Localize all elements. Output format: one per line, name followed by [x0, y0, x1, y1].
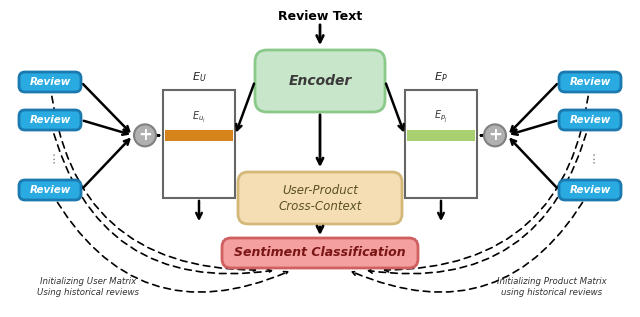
FancyBboxPatch shape — [19, 180, 81, 200]
Text: +: + — [488, 126, 502, 144]
Text: Review: Review — [570, 185, 611, 195]
FancyBboxPatch shape — [559, 110, 621, 130]
Text: Using historical reviews: Using historical reviews — [37, 288, 139, 297]
Bar — [165, 130, 233, 141]
Text: ...: ... — [583, 149, 597, 163]
Bar — [407, 130, 475, 141]
Text: Sentiment Classification: Sentiment Classification — [234, 247, 406, 260]
Text: +: + — [138, 126, 152, 144]
FancyBboxPatch shape — [19, 72, 81, 92]
Circle shape — [484, 124, 506, 146]
Text: $E_U$: $E_U$ — [192, 70, 206, 84]
Text: User-Product: User-Product — [282, 184, 358, 197]
Circle shape — [134, 124, 156, 146]
Text: $E_{p_j}$: $E_{p_j}$ — [434, 109, 448, 125]
FancyBboxPatch shape — [19, 110, 81, 130]
Text: $E_{u_i}$: $E_{u_i}$ — [192, 109, 206, 125]
FancyBboxPatch shape — [559, 72, 621, 92]
Text: Review: Review — [570, 77, 611, 87]
Text: Encoder: Encoder — [289, 74, 351, 88]
Text: ...: ... — [43, 149, 57, 163]
FancyBboxPatch shape — [559, 180, 621, 200]
Text: Review Text: Review Text — [278, 10, 362, 23]
Text: Initializing Product Matrix: Initializing Product Matrix — [497, 277, 607, 286]
Text: Review: Review — [29, 185, 70, 195]
Text: Review: Review — [570, 115, 611, 125]
Text: $E_P$: $E_P$ — [434, 70, 448, 84]
Text: using historical reviews: using historical reviews — [501, 288, 603, 297]
Text: Review: Review — [29, 115, 70, 125]
Bar — [405, 90, 477, 198]
Text: Initializing User Matrix: Initializing User Matrix — [40, 277, 136, 286]
FancyBboxPatch shape — [222, 238, 418, 268]
FancyBboxPatch shape — [238, 172, 402, 224]
Text: Cross-Context: Cross-Context — [278, 199, 362, 212]
Bar — [163, 90, 235, 198]
Text: Review: Review — [29, 77, 70, 87]
FancyBboxPatch shape — [255, 50, 385, 112]
